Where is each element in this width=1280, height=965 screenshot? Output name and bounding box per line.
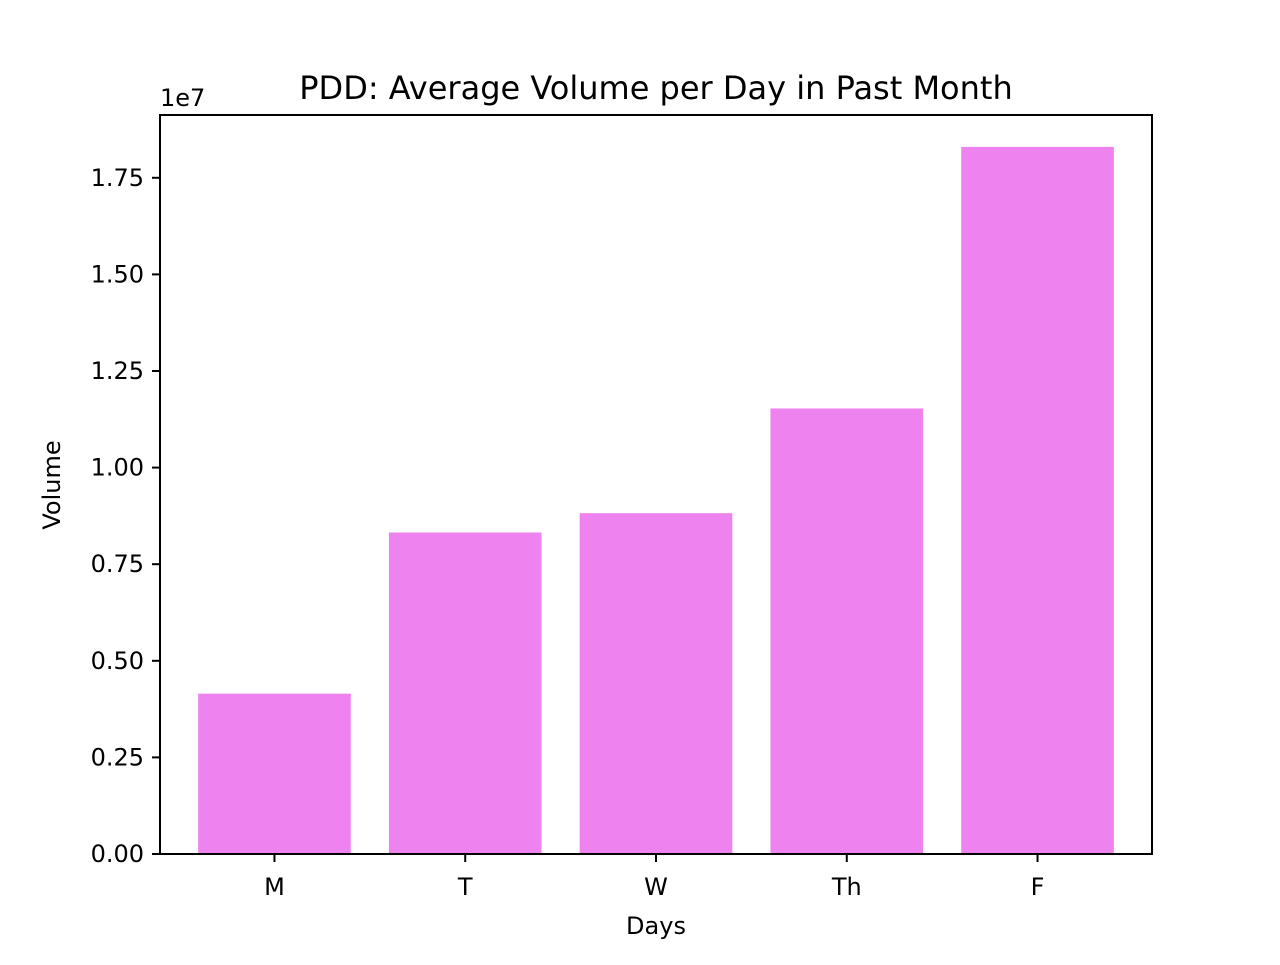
bar-m	[198, 693, 351, 854]
y-tick-label: 1.50	[91, 260, 144, 288]
bar-t	[388, 532, 542, 854]
bar-th	[770, 408, 924, 854]
x-tick-label: F	[1031, 873, 1045, 901]
y-tick-label: 0.00	[91, 840, 144, 868]
y-tick-label: 0.75	[91, 550, 144, 578]
y-tick-label: 0.25	[91, 743, 144, 771]
bar-w	[579, 513, 733, 854]
x-tick-label: W	[644, 873, 668, 901]
y-axis-ticks: 0.00 0.25 0.50 0.75 1.00 1.25 1.50 1.75	[91, 164, 160, 868]
x-tick-label: M	[264, 873, 285, 901]
y-tick-label: 1.00	[91, 454, 144, 482]
x-axis-ticks: M T W Th F	[264, 854, 1044, 901]
x-axis-label: Days	[626, 912, 686, 940]
plot-area-frame	[159, 114, 1153, 855]
y-tick-label: 1.25	[91, 357, 144, 385]
bars-group	[198, 146, 1114, 854]
bar-f	[961, 146, 1114, 854]
y-tick-label: 1.75	[91, 164, 144, 192]
chart-title: PDD: Average Volume per Day in Past Mont…	[299, 69, 1012, 107]
x-tick-label: Th	[831, 873, 862, 901]
y-axis-label: Volume	[38, 440, 66, 529]
y-tick-label: 0.50	[91, 647, 144, 675]
x-tick-label: T	[457, 873, 473, 901]
y-axis-offset-label: 1e7	[160, 84, 205, 112]
